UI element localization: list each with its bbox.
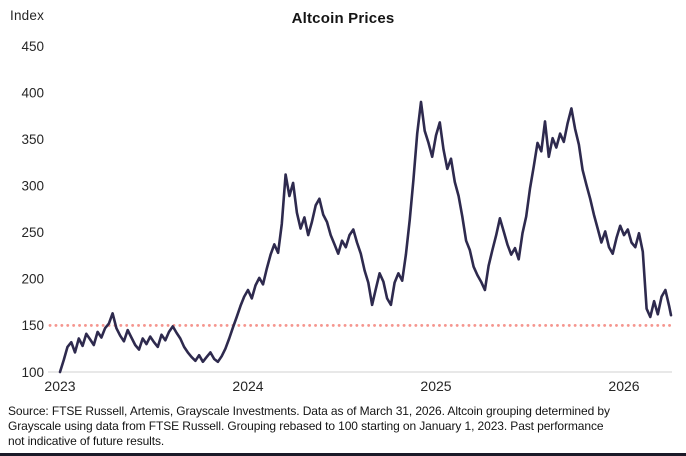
y-tick-100: 100 bbox=[21, 365, 44, 380]
y-axis-unit-label: Index bbox=[10, 8, 45, 23]
x-tick-2024: 2024 bbox=[232, 378, 263, 394]
x-tick-2023: 2023 bbox=[44, 378, 75, 394]
source-note-line-2: Grayscale using data from FTSE Russell. … bbox=[8, 418, 604, 433]
x-tick-2025: 2025 bbox=[420, 378, 451, 394]
chart-title: Altcoin Prices bbox=[291, 10, 395, 27]
y-tick-200: 200 bbox=[21, 272, 44, 287]
y-tick-300: 300 bbox=[21, 179, 44, 194]
y-tick-350: 350 bbox=[21, 132, 44, 147]
x-tick-2026: 2026 bbox=[608, 378, 639, 394]
source-note-line-1: Source: FTSE Russell, Artemis, Grayscale… bbox=[8, 404, 610, 418]
source-note: Source: FTSE Russell, Artemis, Grayscale… bbox=[8, 404, 684, 448]
y-tick-450: 450 bbox=[21, 39, 44, 54]
y-axis-tick-labels: 100 150 200 250 300 350 400 450 bbox=[21, 39, 44, 380]
source-note-line-3: not indicative of future results. bbox=[8, 433, 165, 448]
y-tick-400: 400 bbox=[21, 85, 44, 100]
y-tick-250: 250 bbox=[21, 225, 44, 240]
altcoin-price-line bbox=[58, 100, 673, 374]
y-tick-150: 150 bbox=[21, 318, 44, 333]
x-axis-tick-labels: 2023 2024 2025 2026 bbox=[44, 378, 639, 394]
bottom-divider-bar bbox=[0, 453, 686, 456]
